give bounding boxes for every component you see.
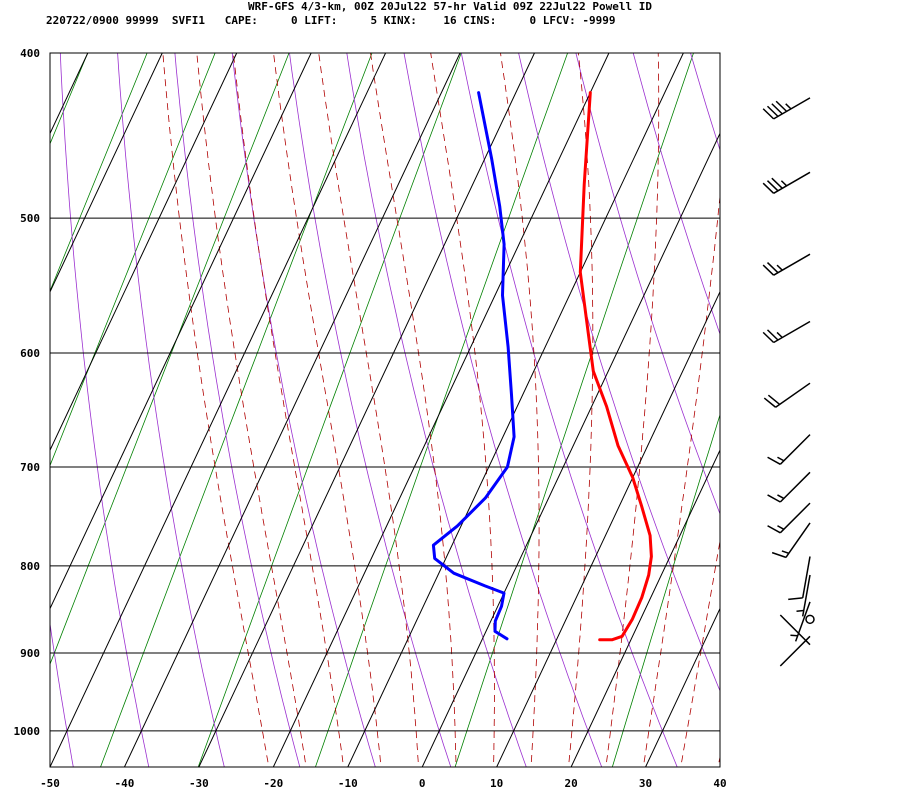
pressure-tick-label: 1000: [14, 725, 41, 738]
isotherm-line: [50, 53, 163, 293]
moist-adiabat: [318, 53, 419, 767]
dry-adiabat: [793, 15, 900, 774]
isotherm-line: [50, 53, 89, 135]
isotherms: [0, 53, 720, 767]
isotherm-line: [645, 607, 720, 767]
mixing-ratio-line: [315, 53, 569, 767]
moist-adiabat: [500, 53, 540, 767]
wind-barbs: [762, 97, 815, 667]
chart-header: WRF-GFS 4/3-km, 00Z 20Jul22 57-hr Valid …: [0, 0, 900, 40]
wind-barb: [779, 635, 811, 667]
isotherm-line: [0, 53, 13, 767]
dry-adiabat: [736, 15, 900, 774]
isotherm-line: [50, 53, 312, 610]
plot-frame: [49, 52, 721, 768]
x-tick-labels: -50 -40 -30 -20 -10 0 10 20 30 40: [40, 777, 727, 790]
wind-barb: [762, 97, 811, 120]
wind-barb: [788, 556, 811, 601]
dry-adiabat: [59, 53, 150, 767]
moist-adiabat: [232, 53, 345, 767]
dry-adiabat: [346, 53, 527, 767]
x-tick-label: 0: [419, 777, 426, 790]
pressure-tick-label: 700: [20, 461, 40, 474]
wind-barb: [771, 522, 811, 559]
isotherm-line: [719, 765, 720, 767]
isotherm-line: [421, 132, 720, 767]
x-tick-label: 40: [713, 777, 726, 790]
moist-adiabat: [568, 53, 594, 767]
isotherm-line: [198, 53, 535, 767]
dry-adiabat: [50, 621, 74, 767]
isobars: [50, 53, 720, 732]
wind-barb: [767, 471, 811, 503]
x-tick-label: 20: [564, 777, 577, 790]
plot-area: [0, 15, 900, 774]
wind-barb: [762, 253, 811, 276]
wind-barb: [779, 614, 811, 646]
wind-barb: [767, 434, 811, 465]
moist-adiabat: [680, 538, 720, 767]
moist-adiabat: [273, 53, 382, 767]
isotherm-line: [272, 53, 610, 767]
wind-barb: [762, 171, 811, 194]
x-tick-label: 30: [639, 777, 652, 790]
dry-adiabats: [50, 15, 900, 774]
x-tick-label: -50: [40, 777, 60, 790]
moist-adiabat: [717, 754, 720, 767]
isotherm-line: [50, 53, 238, 452]
pressure-tick-label: 600: [20, 347, 40, 360]
moist-adiabat: [430, 53, 495, 767]
mixing-ratio-line: [50, 53, 148, 292]
isotherm-line: [347, 53, 684, 767]
wind-barb: [763, 382, 811, 408]
dry-adiabat: [117, 53, 225, 767]
mixing-ratio-line: [50, 53, 290, 666]
x-tick-label: -40: [115, 777, 135, 790]
moist-adiabat: [642, 192, 720, 767]
isotherm-line: [50, 53, 387, 767]
mixing-ratio-line: [50, 53, 216, 467]
mixing-ratio-line: [611, 413, 720, 767]
pressure-tick-label: 800: [20, 560, 40, 573]
moist-adiabat: [370, 53, 457, 767]
pressure-tick-label: 500: [20, 212, 40, 225]
dewpoint-trace: [431, 91, 516, 641]
wind-barb: [767, 502, 811, 534]
x-tick-label: 10: [490, 777, 503, 790]
isotherm-line: [570, 449, 720, 767]
wind-barb: [762, 320, 811, 344]
temperature-trace: [578, 91, 653, 642]
moist-adiabats: [162, 53, 720, 767]
moist-adiabat: [196, 53, 307, 767]
dry-adiabat: [460, 53, 678, 767]
mixing-ratio-line: [197, 53, 462, 767]
sounding-indices: 220722/0900 99999 SVFI1 CAPE: 0 LIFT: 5 …: [46, 14, 616, 27]
dry-adiabat: [632, 53, 720, 336]
wind-barb: [805, 614, 815, 625]
dry-adiabat: [231, 53, 376, 767]
moist-adiabat: [605, 53, 660, 767]
wind-barb: [790, 601, 811, 642]
isotherm-line: [496, 290, 720, 767]
x-tick-label: -20: [263, 777, 283, 790]
isotherm-line: [123, 53, 461, 767]
dry-adiabat: [174, 53, 301, 767]
moist-adiabat: [162, 53, 270, 767]
pressure-tick-labels: 400 500 600 700 800 900 1000: [14, 47, 41, 738]
dry-adiabat: [849, 15, 900, 774]
dry-adiabat: [403, 53, 603, 767]
dry-adiabat: [690, 53, 720, 152]
pressure-tick-label: 400: [20, 47, 40, 60]
sounding-traces: [431, 91, 653, 642]
chart-title: WRF-GFS 4/3-km, 00Z 20Jul22 57-hr Valid …: [248, 0, 652, 13]
x-tick-label: -30: [189, 777, 209, 790]
mixing-ratio-line: [454, 53, 694, 767]
mixing-ratio-lines: [50, 53, 720, 767]
x-tick-label: -10: [338, 777, 358, 790]
dry-adiabat: [575, 53, 720, 516]
pressure-tick-label: 900: [20, 647, 40, 660]
wind-barb: [796, 574, 811, 617]
